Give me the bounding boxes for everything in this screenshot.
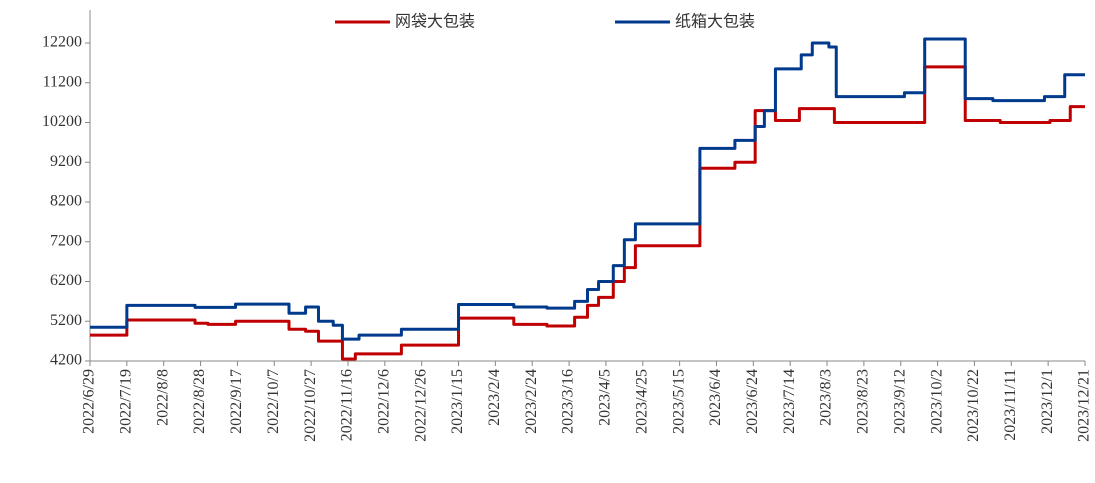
x-tick-label: 2023/1/15 — [449, 369, 466, 434]
y-tick-label: 4200 — [50, 352, 82, 369]
y-tick-label: 5200 — [50, 312, 82, 329]
x-tick-label: 2022/7/19 — [118, 369, 135, 434]
x-tick-label: 2022/8/28 — [191, 369, 208, 434]
x-tick-label: 2023/12/1 — [1039, 369, 1056, 434]
legend-label: 纸箱大包装 — [675, 13, 755, 31]
x-tick-label: 2022/9/17 — [228, 369, 245, 434]
x-tick-label: 2022/6/29 — [81, 369, 98, 434]
x-tick-label: 2023/2/24 — [523, 369, 540, 434]
x-tick-label: 2022/10/27 — [302, 369, 319, 442]
x-tick-label: 2022/11/16 — [339, 369, 356, 441]
legend-label: 网袋大包装 — [395, 13, 475, 31]
x-tick-label: 2023/7/14 — [781, 369, 798, 434]
y-tick-label: 8200 — [50, 193, 82, 210]
x-tick-label: 2023/9/12 — [891, 369, 908, 434]
x-tick-label: 2023/6/24 — [744, 369, 761, 434]
x-tick-label: 2023/5/15 — [670, 369, 687, 434]
x-tick-label: 2023/10/2 — [928, 369, 945, 434]
x-tick-label: 2023/8/23 — [855, 369, 872, 434]
y-tick-label: 10200 — [42, 113, 82, 130]
x-tick-label: 2022/10/7 — [265, 369, 282, 434]
y-tick-label: 9200 — [50, 153, 82, 170]
x-tick-label: 2022/12/26 — [412, 369, 429, 442]
x-tick-label: 2023/4/5 — [597, 369, 614, 426]
x-tick-label: 2023/4/25 — [633, 369, 650, 434]
x-tick-label: 2023/11/11 — [1002, 369, 1019, 441]
x-tick-label: 2022/12/6 — [375, 369, 392, 434]
x-tick-label: 2022/8/8 — [154, 369, 171, 426]
y-tick-label: 7200 — [50, 232, 82, 249]
y-tick-label: 12200 — [42, 34, 82, 51]
x-tick-label: 2023/6/4 — [707, 369, 724, 426]
x-tick-label: 2023/2/4 — [486, 369, 503, 426]
x-tick-label: 2023/8/3 — [818, 369, 835, 426]
x-tick-label: 2023/3/16 — [560, 369, 577, 434]
y-tick-label: 11200 — [43, 73, 82, 90]
line-series — [90, 37, 1085, 341]
y-tick-label: 6200 — [50, 272, 82, 289]
line-series — [90, 65, 1085, 361]
x-tick-label: 2023/10/22 — [965, 369, 982, 442]
x-tick-label: 2023/12/21 — [1076, 369, 1093, 442]
